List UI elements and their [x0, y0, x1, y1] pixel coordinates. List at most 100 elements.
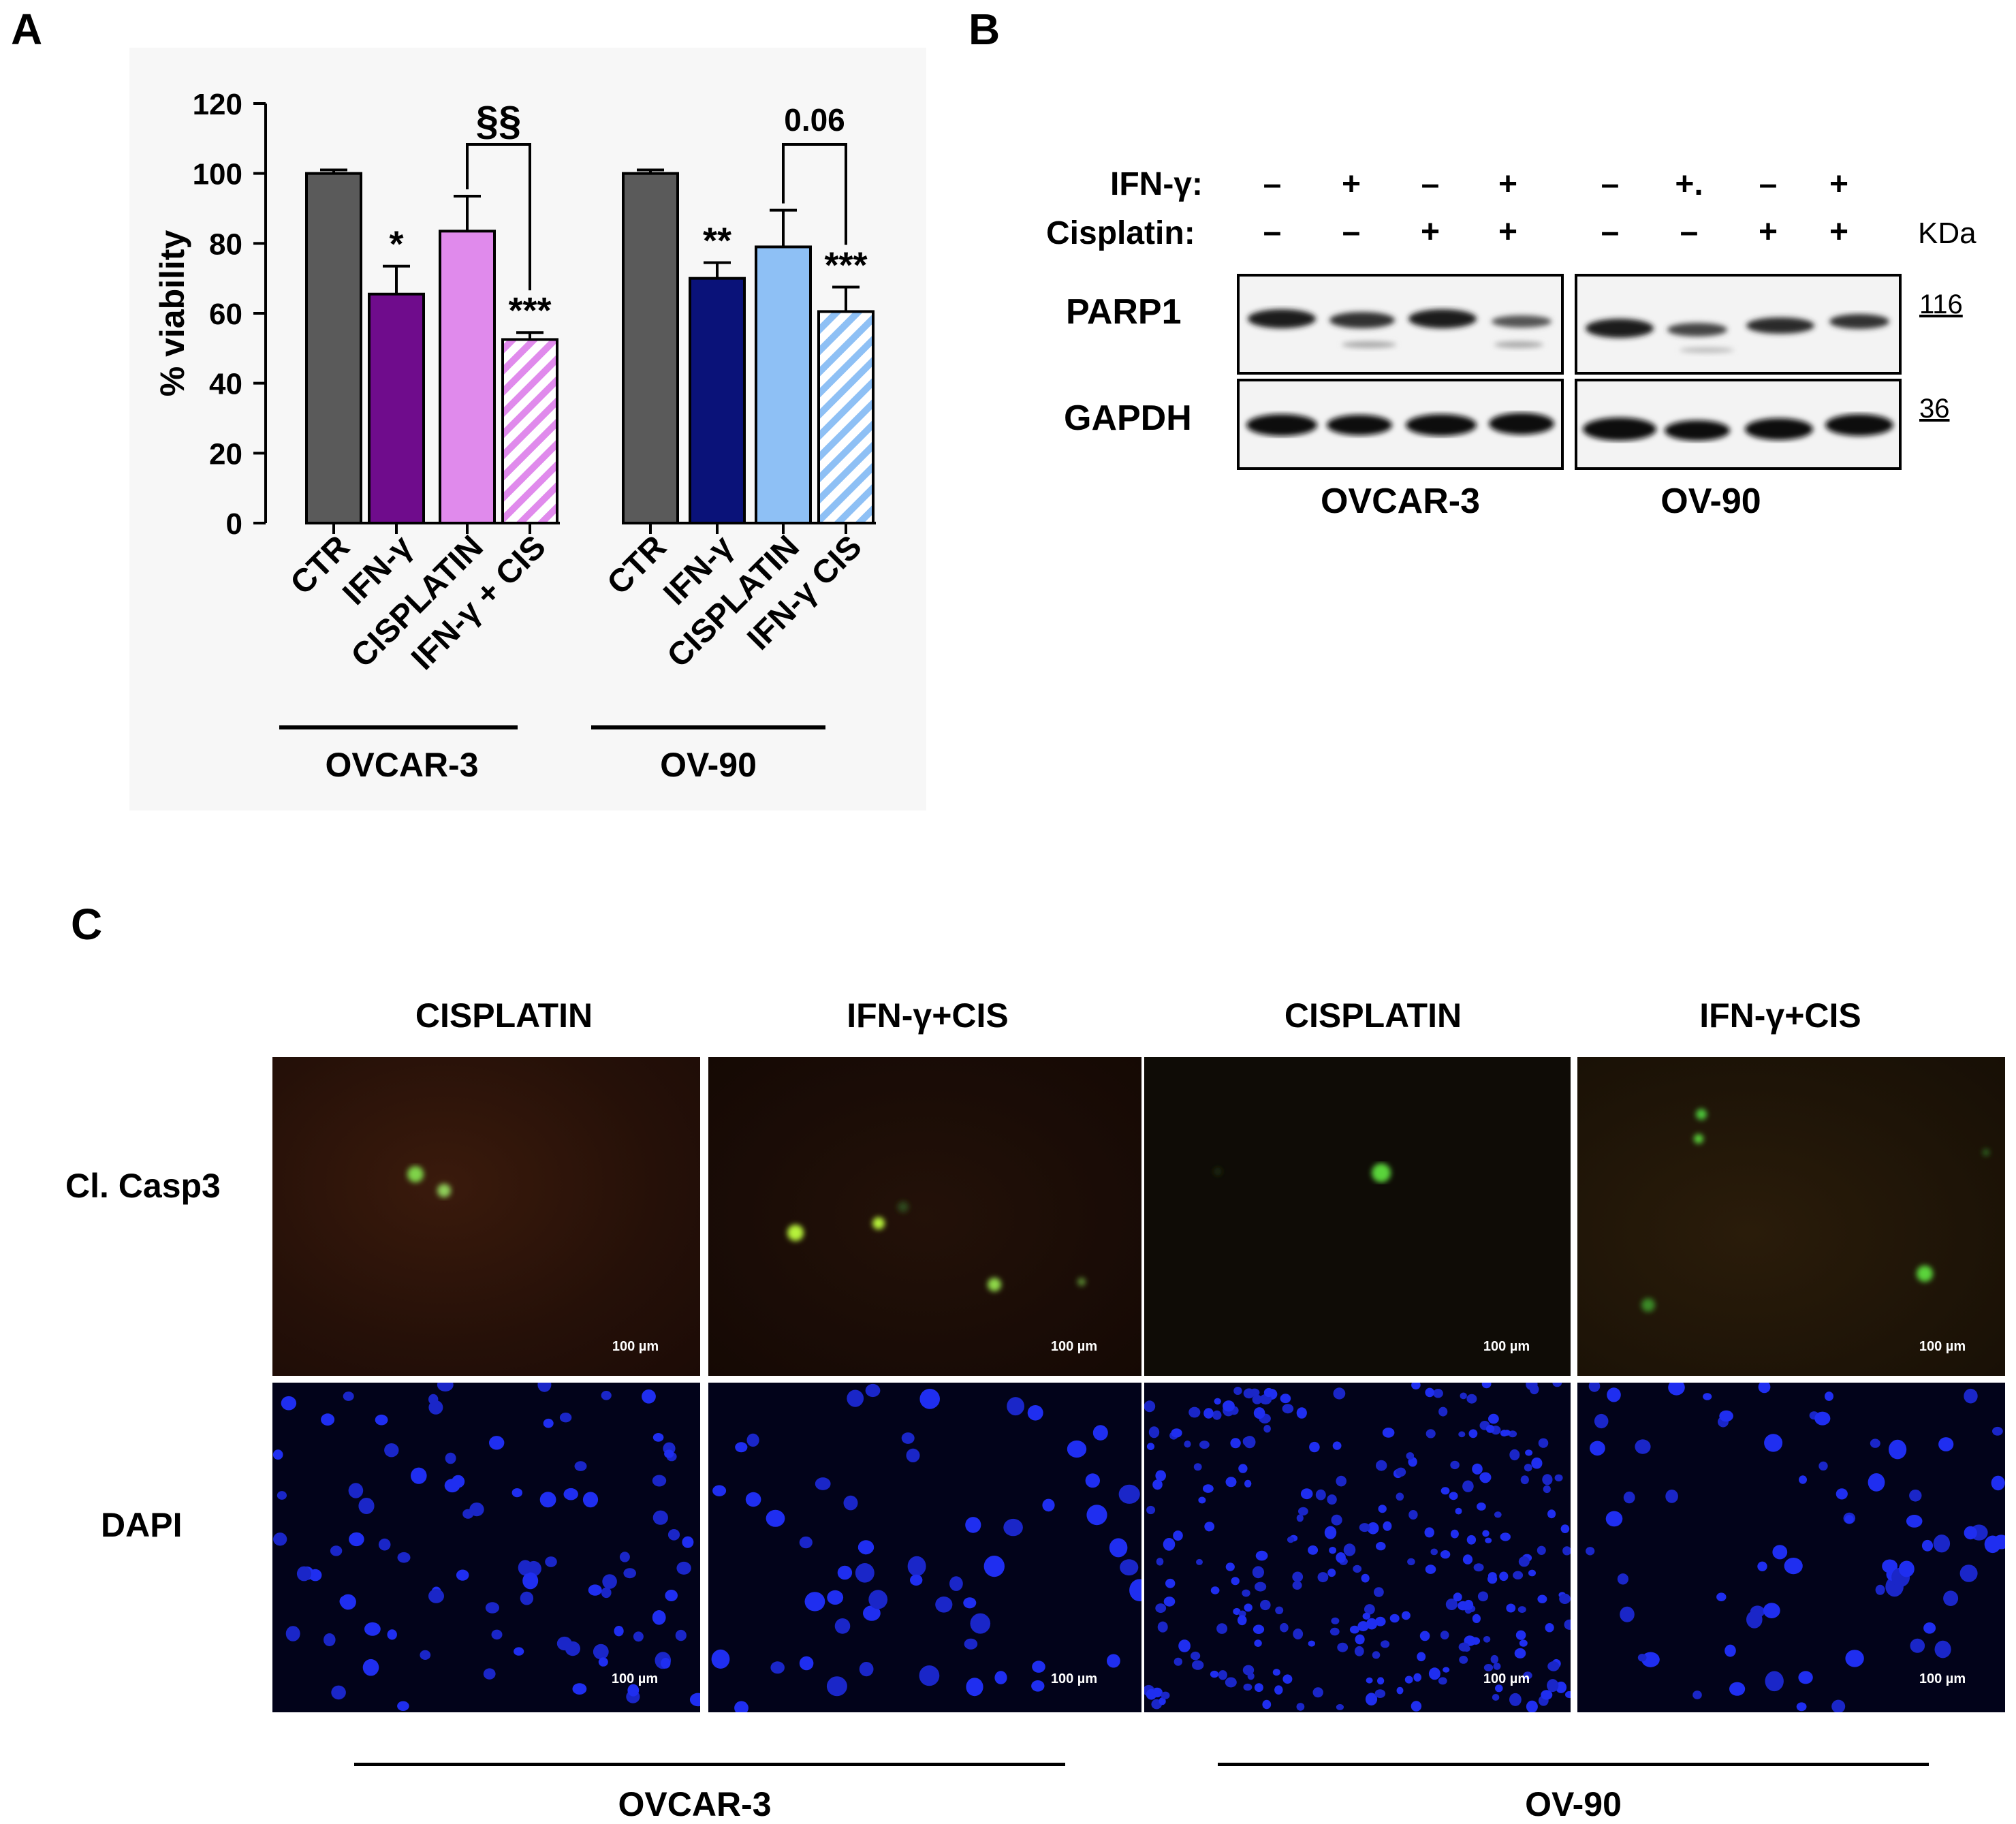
nucleus — [1146, 1688, 1157, 1700]
nucleus — [1315, 1489, 1326, 1500]
panel-c-letter: C — [71, 900, 103, 949]
cisplatin-sign: – — [1342, 214, 1361, 250]
nucleus — [574, 1461, 587, 1471]
nucleus — [770, 1661, 785, 1674]
nucleus — [339, 1595, 351, 1607]
nucleus — [1260, 1599, 1271, 1611]
nucleus — [1472, 1614, 1481, 1623]
nucleus — [675, 1629, 687, 1641]
nucleus — [859, 1662, 874, 1677]
nucleus — [1032, 1661, 1045, 1673]
nucleus — [1746, 1610, 1763, 1629]
nucleus — [519, 1564, 532, 1574]
nucleus — [1253, 1624, 1265, 1634]
nucleus — [1231, 1577, 1240, 1586]
nucleus — [1155, 1603, 1167, 1614]
comparison-bracket — [782, 143, 847, 245]
parp1-label: PARP1 — [1066, 292, 1182, 332]
nucleus — [1477, 1503, 1486, 1511]
nucleus — [1485, 1425, 1495, 1433]
nucleus — [1401, 1611, 1411, 1620]
nucleus — [1407, 1558, 1415, 1566]
nucleus — [1225, 1677, 1237, 1688]
nucleus — [667, 1529, 680, 1541]
nucleus — [1462, 1480, 1474, 1492]
nucleus — [689, 1693, 700, 1707]
nucleus — [1300, 1488, 1313, 1500]
nucleus — [1425, 1564, 1436, 1574]
nucleus — [1641, 1652, 1660, 1667]
nucleus — [1374, 1587, 1384, 1597]
nucleus — [1282, 1674, 1293, 1684]
cisplatin-sign: + — [1829, 214, 1849, 250]
nucleus — [627, 1684, 640, 1697]
nucleus — [1531, 1457, 1543, 1469]
nucleus — [1477, 1591, 1489, 1602]
nucleus — [364, 1622, 381, 1636]
nucleus — [1184, 1441, 1191, 1448]
nucleus — [1331, 1617, 1340, 1624]
nucleus — [746, 1433, 759, 1447]
nucleus — [1408, 1510, 1418, 1520]
nucleus — [711, 1649, 730, 1669]
nucleus — [827, 1590, 844, 1605]
nucleus — [491, 1629, 503, 1640]
nucleus — [1383, 1521, 1392, 1531]
nucleus — [1483, 1664, 1494, 1671]
nucleus — [1844, 1515, 1854, 1524]
nucleus — [343, 1391, 354, 1401]
dapi-image-ov90-ifn-cis: 100 µm — [1577, 1383, 2005, 1712]
nucleus — [1543, 1485, 1551, 1494]
nucleus — [1470, 1637, 1481, 1645]
nucleus — [1404, 1676, 1413, 1684]
nucleus — [799, 1656, 814, 1671]
nucleus — [1199, 1441, 1210, 1449]
nucleus — [362, 1658, 379, 1676]
nucleus — [1324, 1526, 1337, 1539]
nucleus — [1458, 1431, 1466, 1438]
nucleus — [1910, 1638, 1925, 1653]
nucleus — [1506, 1603, 1516, 1613]
nucleus — [601, 1587, 612, 1599]
nucleus — [1503, 1430, 1511, 1436]
nucleus — [1086, 1505, 1107, 1526]
nucleus — [358, 1498, 375, 1514]
nucleus — [1374, 1689, 1386, 1698]
nucleus — [1868, 1473, 1885, 1492]
nucleus — [1159, 1697, 1166, 1705]
nucleus — [1282, 1404, 1294, 1414]
parp1-blot-ov90 — [1575, 274, 1902, 375]
row-label-dapi: DAPI — [101, 1506, 183, 1544]
nucleus — [1161, 1691, 1170, 1699]
nucleus — [1230, 1438, 1241, 1449]
nucleus — [1292, 1581, 1302, 1590]
cisplatin-sign: + — [1420, 214, 1440, 250]
nucleus — [1716, 1592, 1727, 1601]
nucleus — [420, 1650, 431, 1660]
nucleus — [1329, 1627, 1340, 1636]
header-ifn-cis-ovcar3: IFN-γ+CIS — [847, 996, 1009, 1035]
y-tick-label: 120 — [193, 88, 242, 121]
nucleus — [1244, 1479, 1252, 1488]
nucleus — [1238, 1464, 1248, 1473]
dapi-image-ovcar3-cisplatin: 100 µm — [272, 1383, 700, 1712]
nucleus — [1923, 1622, 1936, 1634]
nucleus — [348, 1483, 364, 1498]
nucleus — [1382, 1428, 1395, 1438]
nucleus — [1155, 1470, 1166, 1481]
nucleus — [1146, 1505, 1156, 1515]
bar — [501, 338, 558, 524]
ifn-gamma-sign: + — [1341, 166, 1361, 202]
viability-bar-chart: % viability 020406080100120CTR*IFN-γCISP… — [153, 88, 876, 784]
nucleus — [1984, 1535, 2001, 1554]
y-tick-label: 40 — [209, 368, 242, 401]
cisplatin-sign: + — [1758, 214, 1778, 250]
nucleus — [1513, 1571, 1524, 1579]
nucleus — [619, 1552, 630, 1562]
nucleus — [1799, 1475, 1807, 1484]
nucleus — [868, 1590, 888, 1609]
nucleus — [1798, 1671, 1813, 1684]
y-tick-label: 0 — [226, 507, 242, 541]
nucleus — [1514, 1648, 1526, 1658]
nucleus — [735, 1442, 748, 1453]
